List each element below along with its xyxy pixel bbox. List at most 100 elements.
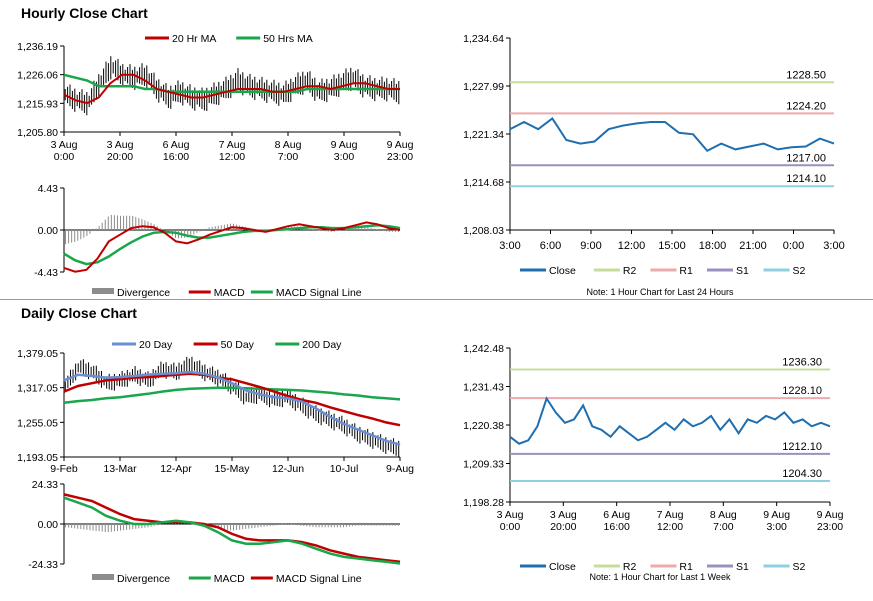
x-tick-label: 9-Aug (386, 463, 414, 475)
daily-macd-chart: 24.33 0.00 -24.33 Divergence MACD MACD Signal… (28, 479, 401, 585)
y-tick-label: 24.33 (32, 479, 58, 491)
daily-section-title: Daily Close Chart (21, 305, 137, 321)
legend-label: MACD (214, 287, 245, 298)
x-tick-label: 7 Aug (657, 509, 684, 521)
y-tick-label: 1,209.33 (463, 459, 504, 471)
y-tick-label: 1,198.28 (463, 497, 504, 509)
level-label-r1: 1228.10 (782, 385, 822, 397)
level-label-s2: 1204.30 (782, 468, 822, 480)
hourly-macd-chart: 4.43 0.00 -4.43 Divergence MACD MACD Signal L… (34, 183, 401, 298)
y-tick-label: 1,215.93 (17, 98, 58, 110)
y-tick-label: 1,193.05 (17, 452, 58, 464)
x-tick-label: 7:00 (278, 151, 299, 163)
level-label-s2: 1214.10 (786, 173, 826, 185)
x-tick-label: 12:00 (618, 240, 646, 252)
legend-label: R2 (623, 561, 637, 573)
y-tick-label: 1,231.43 (463, 382, 504, 394)
x-tick-label: 8 Aug (710, 509, 737, 521)
chart-note: Note: 1 Hour Chart for Last 1 Week (590, 572, 731, 582)
legend-label: Close (549, 561, 576, 573)
chart-note: Note: 1 Hour Chart for Last 24 Hours (586, 287, 734, 297)
x-tick-label: 9-Feb (50, 463, 78, 475)
level-label-s1: 1217.00 (786, 152, 826, 164)
x-tick-label: 12-Apr (160, 463, 192, 475)
legend-label: 200 Day (302, 339, 342, 351)
section-divider (0, 299, 873, 300)
legend-label: MACD Signal Line (276, 287, 362, 298)
x-tick-label: 20:00 (550, 521, 576, 533)
x-tick-label: 6 Aug (603, 509, 630, 521)
x-tick-label: 16:00 (604, 521, 630, 533)
y-tick-label: 1,236.19 (17, 41, 58, 53)
x-tick-label: 12:00 (219, 151, 245, 163)
ma-50-line (63, 73, 400, 94)
ma-200-line (63, 386, 401, 405)
x-tick-label: 10-Jul (330, 463, 359, 475)
level-label-s1: 1212.10 (782, 441, 822, 453)
x-tick-label: 16:00 (163, 151, 189, 163)
x-tick-label: 12-Jun (272, 463, 304, 475)
x-tick-label: 7 Aug (219, 139, 246, 151)
x-tick-label: 3 Aug (550, 509, 577, 521)
x-tick-label: 8 Aug (275, 139, 302, 151)
y-tick-label: 0.00 (38, 225, 59, 237)
legend-label: 50 Hrs MA (263, 33, 313, 45)
x-tick-label: 12:00 (657, 521, 683, 533)
y-tick-label: 1,255.05 (17, 417, 58, 429)
macd-line (63, 496, 401, 565)
x-tick-label: 6 Aug (163, 139, 190, 151)
y-tick-label: 1,242.48 (463, 343, 504, 355)
y-tick-label: 0.00 (38, 519, 59, 531)
y-tick-label: -4.43 (34, 267, 58, 279)
daily-close-week-chart: 1,242.48 1,231.43 1,220.38 1,209.33 1,198.28… (463, 343, 843, 582)
x-tick-label: 0:00 (500, 521, 521, 533)
y-tick-label: 1,227.99 (463, 81, 504, 93)
x-tick-label: 0:00 (54, 151, 75, 163)
legend-swatch (92, 574, 114, 580)
x-tick-label: 3:00 (499, 240, 520, 252)
y-tick-label: 1,205.80 (17, 127, 58, 139)
x-tick-label: 23:00 (817, 521, 843, 533)
legend-label: Divergence (117, 287, 170, 298)
macd-line (63, 221, 401, 273)
legend-label: S2 (793, 561, 806, 573)
hourly-section-title: Hourly Close Chart (21, 5, 148, 21)
x-tick-label: 13-Mar (103, 463, 137, 475)
x-tick-label: 9:00 (580, 240, 601, 252)
daily-price-chart: 1,379.05 1,317.05 1,255.05 1,193.059-Feb 13-… (17, 339, 414, 475)
legend-label: 20 Day (139, 339, 173, 351)
macd-signal-line (63, 493, 401, 564)
macd-signal-line (63, 224, 401, 266)
y-tick-label: 1,220.38 (463, 420, 504, 432)
legend-swatch (92, 288, 114, 294)
hourly-close-24h-chart: 1,234.64 1,227.99 1,221.34 1,214.68 1,208.03… (463, 33, 845, 297)
legend-label: R2 (623, 265, 637, 277)
x-tick-label: 9 Aug (331, 139, 358, 151)
y-tick-label: 1,221.34 (463, 129, 504, 141)
level-label-r2: 1228.50 (786, 69, 826, 81)
ma-20-line (63, 370, 401, 446)
y-tick-label: 1,208.03 (463, 225, 504, 237)
y-tick-label: 1,214.68 (463, 177, 504, 189)
ma-20-line (63, 73, 400, 105)
x-tick-label: 3:00 (823, 240, 844, 252)
level-label-r2: 1236.30 (782, 357, 822, 369)
legend-label: MACD (214, 573, 245, 585)
x-tick-label: 3 Aug (51, 139, 78, 151)
x-tick-label: 7:00 (713, 521, 734, 533)
legend-label: R1 (679, 265, 693, 277)
y-tick-label: 1,234.64 (463, 33, 504, 45)
ma-50-line (63, 372, 401, 427)
x-tick-label: 18:00 (699, 240, 727, 252)
legend-label: MACD Signal Line (276, 573, 362, 585)
x-tick-label: 9 Aug (387, 139, 414, 151)
x-tick-label: 3:00 (766, 521, 787, 533)
x-tick-label: 15-May (214, 463, 250, 475)
x-tick-label: 23:00 (387, 151, 413, 163)
legend-label: 50 Day (221, 339, 255, 351)
y-tick-label: -24.33 (28, 559, 58, 571)
legend-label: 20 Hr MA (172, 33, 216, 45)
legend-label: Close (549, 265, 576, 277)
y-tick-label: 1,379.05 (17, 348, 58, 360)
x-tick-label: 3:00 (334, 151, 355, 163)
